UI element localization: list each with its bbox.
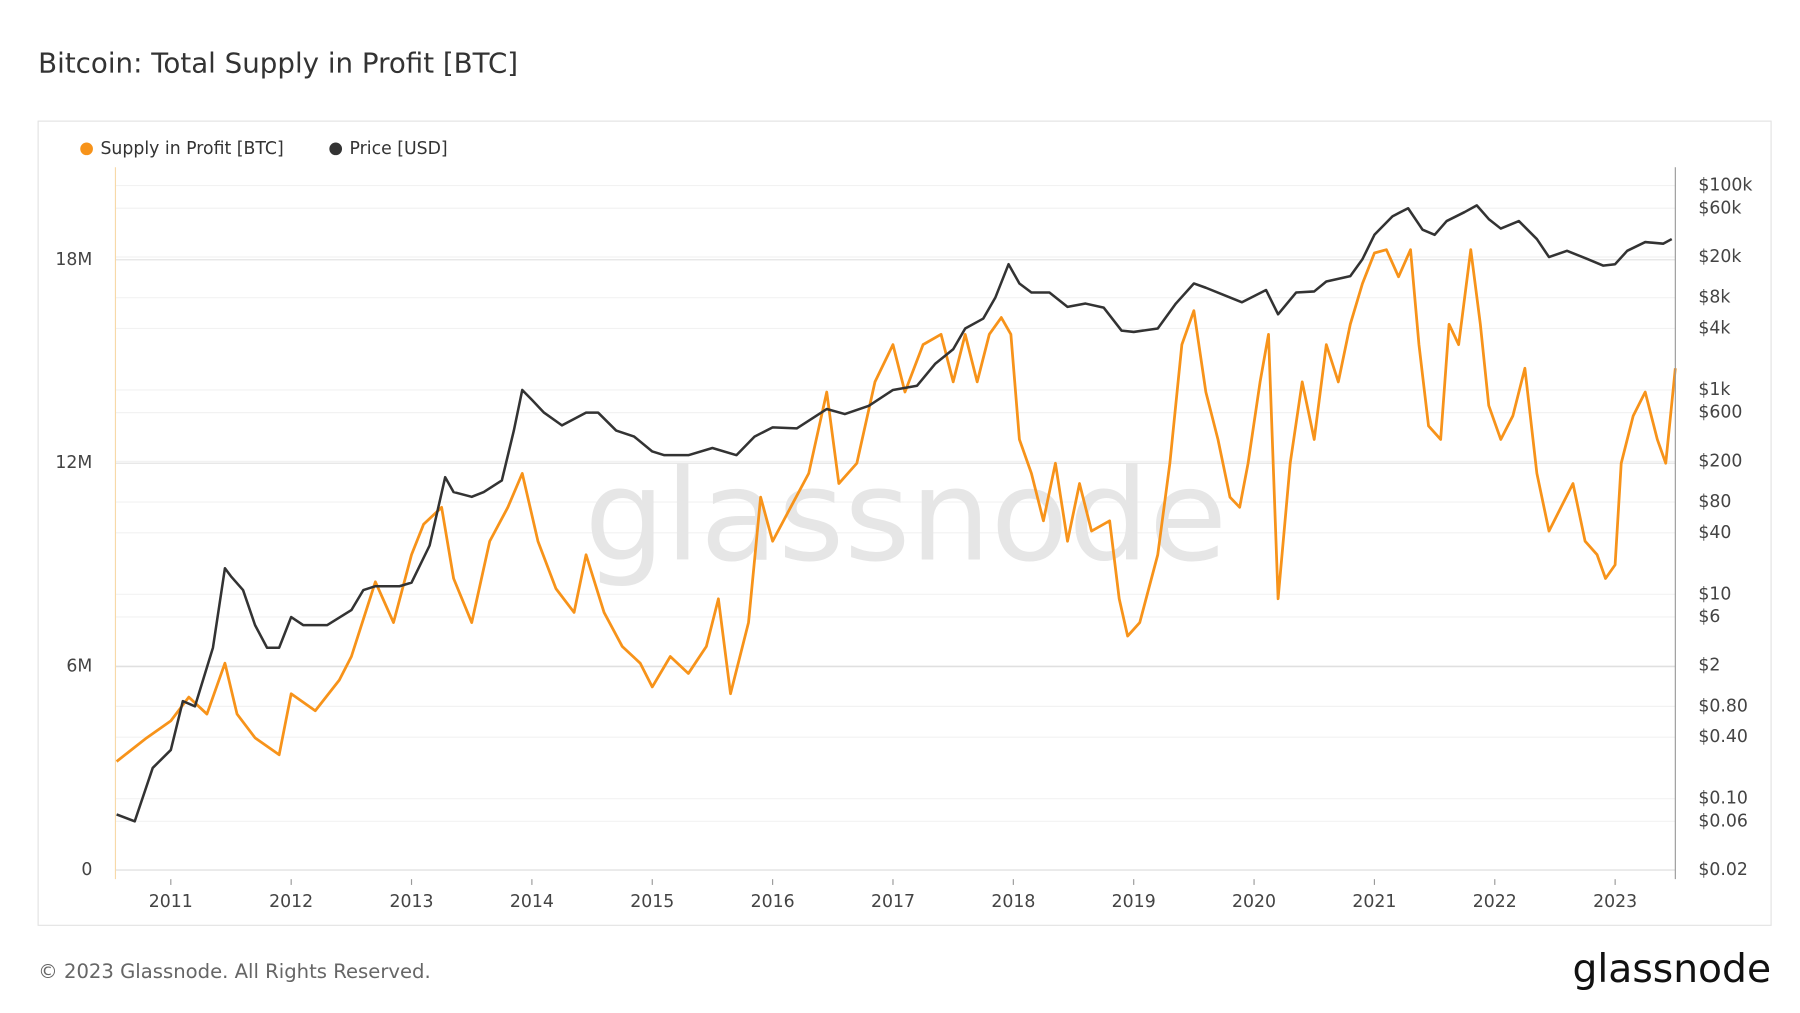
y2-tick-label: $200	[1698, 451, 1742, 471]
y2-tick-label: $0.10	[1698, 789, 1748, 809]
y2-tick-label: $6	[1698, 607, 1720, 627]
watermark: glassnode	[585, 442, 1228, 590]
y2-tick-label: $40	[1698, 523, 1731, 543]
y2-tick-label: $100k	[1698, 176, 1752, 196]
x-tick-label: 2023	[1593, 892, 1637, 912]
y2-tick-label: $8k	[1698, 288, 1730, 308]
legend-swatch	[329, 142, 343, 156]
x-tick-label: 2011	[149, 892, 193, 912]
chart-frame	[37, 120, 1772, 926]
footer: © 2023 Glassnode. All Rights Reserved.	[38, 960, 431, 983]
x-tick-label: 2017	[871, 892, 915, 912]
x-tick-label: 2021	[1352, 892, 1396, 912]
y2-tick-label: $0.40	[1698, 727, 1748, 747]
y-tick-label: 0	[81, 860, 92, 880]
x-tick-label: 2020	[1232, 892, 1276, 912]
legend-label: Price [USD]	[350, 139, 448, 159]
y2-tick-label: $0.06	[1698, 811, 1748, 831]
x-tick-label: 2018	[991, 892, 1035, 912]
y2-tick-label: $10	[1698, 584, 1731, 604]
x-tick-label: 2022	[1473, 892, 1517, 912]
x-tick-label: 2015	[630, 892, 674, 912]
x-tick-label: 2013	[390, 892, 434, 912]
y2-tick-label: $600	[1698, 403, 1742, 423]
series-line	[116, 204, 1673, 823]
x-tick-label: 2012	[269, 892, 313, 912]
chart-title: Bitcoin: Total Supply in Profit [BTC]	[38, 47, 518, 80]
y-tick-label: 12M	[55, 453, 92, 473]
grid	[115, 185, 1676, 885]
series-line	[115, 248, 1677, 763]
y2-tick-label: $0.02	[1698, 860, 1748, 880]
y2-tick-label: $1k	[1698, 380, 1730, 400]
plot	[115, 204, 1677, 823]
x-tick-label: 2014	[510, 892, 554, 912]
legend-label: Supply in Profit [BTC]	[100, 139, 283, 159]
brand-logo: glassnode	[1573, 947, 1772, 992]
y2-tick-label: $80	[1698, 492, 1731, 512]
y2-tick-label: $0.80	[1698, 696, 1748, 716]
y-tick-label: 6M	[66, 657, 92, 677]
y-tick-label: 18M	[55, 250, 92, 270]
x-tick-label: 2016	[751, 892, 795, 912]
y2-tick-label: $20k	[1698, 247, 1741, 267]
y2-tick-label: $2	[1698, 656, 1720, 676]
legend-swatch	[80, 142, 93, 156]
x-tick-label: 2019	[1112, 892, 1156, 912]
y2-tick-label: $4k	[1698, 318, 1730, 338]
y2-tick-label: $60k	[1698, 198, 1741, 218]
